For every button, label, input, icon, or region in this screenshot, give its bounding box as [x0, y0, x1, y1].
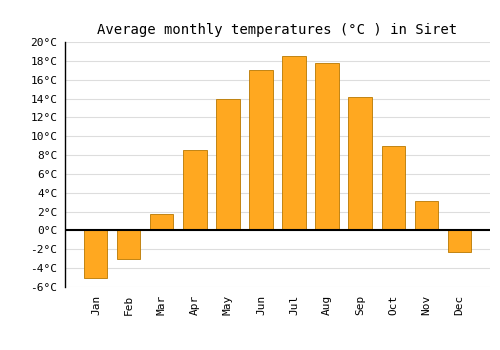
Bar	[414, 201, 438, 230]
Bar	[184, 150, 206, 230]
Bar	[282, 56, 306, 230]
Bar	[382, 146, 404, 230]
Bar	[316, 63, 338, 230]
Bar	[250, 70, 272, 230]
Bar	[216, 99, 240, 230]
Bar	[84, 230, 108, 278]
Title: Average monthly temperatures (°C ) in Siret: Average monthly temperatures (°C ) in Si…	[98, 23, 458, 37]
Bar	[118, 230, 141, 259]
Bar	[348, 97, 372, 230]
Bar	[150, 214, 174, 230]
Bar	[448, 230, 470, 252]
